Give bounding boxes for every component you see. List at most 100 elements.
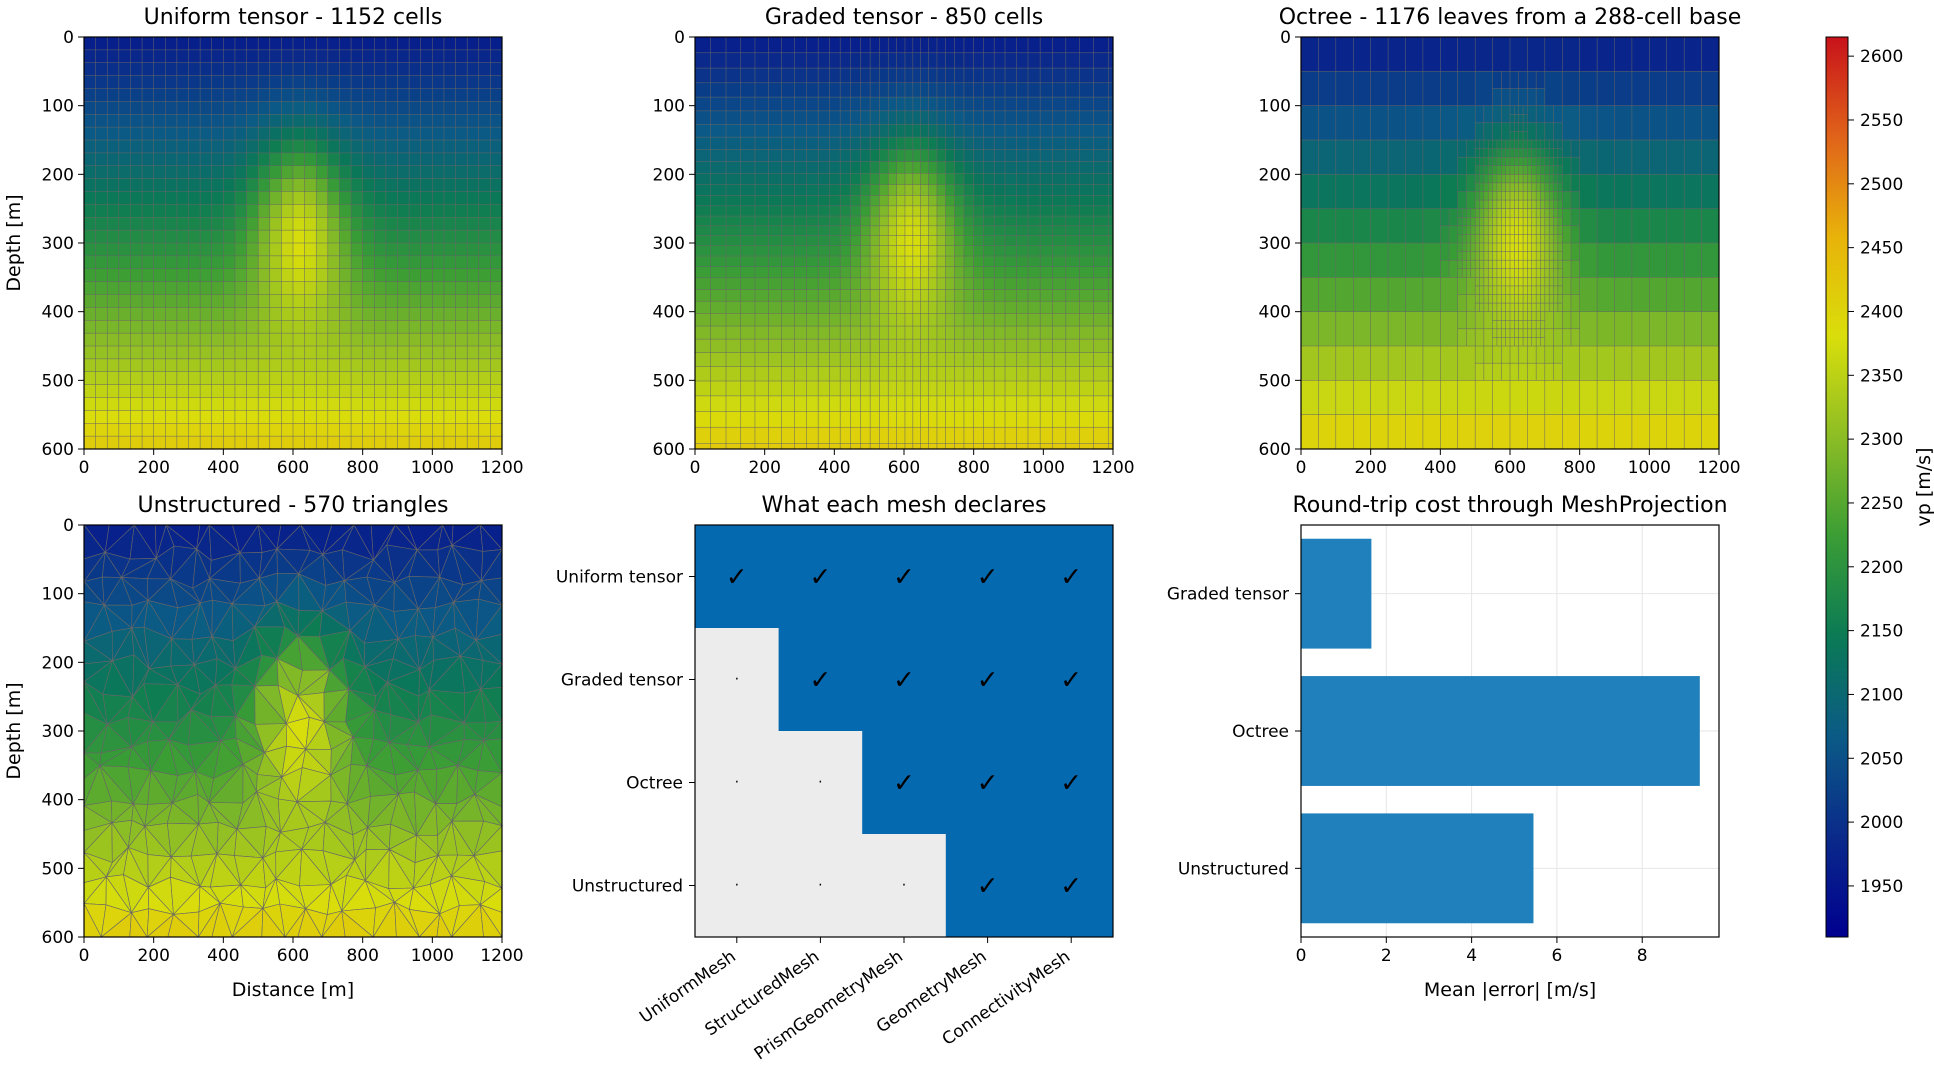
graded-cell: [1093, 395, 1109, 412]
bar: [1301, 813, 1534, 924]
graded-cell: [1016, 352, 1029, 368]
uniform-cell: [443, 320, 457, 334]
uniform-cell: [199, 49, 213, 64]
uniform-cell: [374, 242, 387, 257]
graded-cell: [740, 366, 756, 382]
octree-leaf: [1596, 105, 1616, 141]
octree-leaf: [1544, 148, 1550, 158]
uniform-cell: [176, 423, 190, 437]
uniform-cell: [95, 62, 108, 77]
uniform-cell: [408, 320, 422, 334]
octree-leaf: [1466, 208, 1472, 218]
octree-leaf: [1457, 191, 1468, 210]
octree-leaf: [1553, 328, 1563, 347]
uniform-cell: [420, 62, 433, 77]
uniform-cell: [199, 423, 213, 437]
graded-cell: [993, 184, 1006, 196]
graded-cell: [839, 67, 852, 84]
octree-leaf: [1405, 105, 1424, 141]
graded-cell: [1039, 325, 1054, 340]
graded-cell: [912, 96, 922, 112]
octree-leaf: [1557, 165, 1563, 175]
octree-leaf: [1562, 156, 1572, 175]
octree-leaf: [1501, 294, 1507, 304]
octree-leaf: [1509, 362, 1520, 381]
uniform-cell: [432, 410, 445, 424]
graded-cell: [781, 195, 795, 207]
uniform-cell: [292, 255, 306, 270]
graded-cell: [904, 366, 914, 382]
uniform-cell: [327, 204, 340, 218]
octree-leaf: [1370, 208, 1389, 244]
uniform-cell: [478, 294, 491, 308]
uniform-cell: [420, 294, 433, 308]
uniform-cell: [176, 268, 190, 283]
graded-cell: [1027, 325, 1041, 340]
graded-cell: [983, 289, 995, 302]
octree-leaf: [1540, 165, 1546, 175]
graded-cell: [963, 96, 975, 112]
octree-leaf: [1492, 259, 1498, 270]
graded-cell: [920, 136, 930, 151]
graded-cell: [829, 266, 841, 279]
uniform-cell: [234, 345, 248, 360]
uniform-cell: [315, 397, 329, 411]
uniform-cell: [385, 397, 399, 411]
octree-leaf: [1527, 191, 1533, 201]
uniform-cell: [176, 101, 190, 115]
uniform-cell: [153, 397, 166, 411]
octree-leaf: [1483, 285, 1489, 296]
graded-cell: [928, 277, 938, 290]
y-tick-label: 500: [42, 859, 74, 879]
uniform-cell: [374, 217, 387, 231]
uniform-cell: [455, 165, 468, 180]
uniform-cell: [84, 178, 97, 193]
graded-cell: [740, 149, 756, 163]
uniform-cell: [292, 114, 306, 128]
uniform-cell: [234, 62, 248, 77]
graded-cell: [806, 300, 819, 314]
uniform-cell: [432, 294, 445, 308]
uniform-cell: [130, 384, 143, 399]
graded-cell: [860, 184, 871, 196]
graded-cell: [806, 338, 819, 354]
octree-leaf: [1518, 148, 1524, 158]
octree-leaf: [1501, 234, 1507, 244]
graded-cell: [945, 300, 956, 314]
graded-cell: [710, 380, 727, 397]
uniform-cell: [455, 178, 468, 193]
graded-cell: [887, 161, 898, 174]
graded-cell: [829, 96, 841, 112]
graded-cell: [936, 225, 947, 237]
uniform-cell: [315, 75, 329, 90]
graded-cell: [1004, 255, 1017, 268]
uniform-cell: [374, 49, 387, 64]
octree-leaf: [1514, 302, 1520, 313]
graded-cell: [954, 426, 965, 445]
uniform-cell: [141, 345, 155, 360]
dot-mark: ·: [902, 878, 906, 894]
octree-leaf: [1479, 217, 1485, 227]
graded-cell: [1016, 110, 1029, 125]
uniform-cell: [176, 332, 190, 347]
uniform-cell: [466, 307, 480, 321]
graded-cell: [754, 205, 770, 217]
uniform-cell: [420, 397, 433, 411]
graded-cell: [1004, 172, 1017, 186]
octree-leaf: [1509, 105, 1515, 115]
uniform-cell: [315, 49, 329, 64]
graded-cell: [1093, 136, 1109, 151]
graded-cell: [920, 395, 930, 412]
octree-leaf: [1487, 174, 1494, 184]
uniform-cell: [408, 242, 422, 257]
uniform-cell: [408, 345, 422, 360]
octree-leaf: [1557, 242, 1563, 253]
uniform-cell: [257, 358, 271, 373]
octree-leaf: [1522, 277, 1528, 287]
octree-leaf: [1548, 139, 1555, 150]
uniform-cell: [374, 320, 387, 334]
graded-cell: [695, 195, 712, 207]
uniform-cell: [432, 332, 445, 347]
graded-cell: [1093, 300, 1109, 314]
graded-cell: [1039, 277, 1054, 290]
